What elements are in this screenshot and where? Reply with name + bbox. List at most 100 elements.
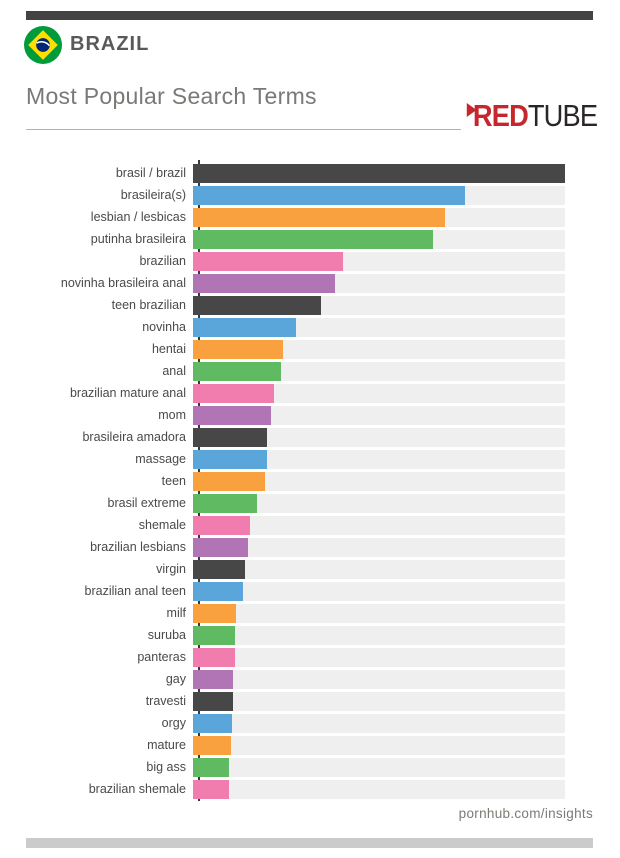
bar-label: brazilian shemale — [88, 782, 186, 796]
bar — [193, 669, 234, 689]
bar-track — [193, 427, 565, 447]
chart-row: brasileira amadora — [26, 426, 594, 448]
bar-track — [193, 625, 565, 645]
bar — [193, 581, 244, 601]
bar-track — [193, 537, 565, 557]
bar-track — [193, 471, 565, 491]
bar-label: milf — [166, 606, 186, 620]
chart-row: brasileira(s) — [26, 184, 594, 206]
bar-track — [193, 273, 565, 293]
bar-label: suruba — [147, 628, 186, 642]
bar-track — [193, 515, 565, 535]
chart-row: putinha brasileira — [26, 228, 594, 250]
bar-label: brazilian mature anal — [69, 386, 186, 400]
bar — [193, 449, 267, 469]
bar — [193, 779, 230, 799]
bar-label: putinha brasileira — [90, 232, 186, 246]
chart-row: novinha brasileira anal — [26, 272, 594, 294]
divider-line — [26, 129, 461, 130]
bar-track — [193, 581, 565, 601]
bar-label: hentai — [151, 342, 186, 356]
chart-row: anal — [26, 360, 594, 382]
bar — [193, 405, 272, 425]
bar — [193, 251, 343, 271]
logo-red-text: RED — [472, 98, 529, 133]
bar-track — [193, 317, 565, 337]
bar-label: brazilian anal teen — [84, 584, 186, 598]
bar — [193, 427, 267, 447]
chart-row: gay — [26, 668, 594, 690]
bar-track — [193, 757, 565, 777]
redtube-logo: RED TUBE — [466, 98, 598, 133]
bar-label: big ass — [146, 760, 186, 774]
bar-track — [193, 405, 565, 425]
bar-track — [193, 669, 565, 689]
bar-label: brasil / brazil — [115, 166, 186, 180]
chart-row: mature — [26, 734, 594, 756]
bar-track — [193, 779, 565, 799]
bar-chart: brasil / brazil brasileira(s) lesbian / le… — [26, 160, 594, 801]
bar-track — [193, 691, 565, 711]
chart-row: brazilian anal teen — [26, 580, 594, 602]
bar-track — [193, 713, 565, 733]
bar-label: anal — [162, 364, 186, 378]
chart-row: hentai — [26, 338, 594, 360]
bar-track — [193, 229, 565, 249]
bar-track — [193, 185, 565, 205]
footer-site-url: pornhub.com/insights — [458, 806, 593, 821]
chart-row: massage — [26, 448, 594, 470]
bar — [193, 295, 321, 315]
bar-track — [193, 493, 565, 513]
page-title: Most Popular Search Terms — [26, 83, 317, 109]
chart-row: mom — [26, 404, 594, 426]
bar — [193, 713, 232, 733]
bar-track — [193, 251, 565, 271]
bar — [193, 757, 230, 777]
bar-track — [193, 647, 565, 667]
chart-row: travesti — [26, 690, 594, 712]
bar-track — [193, 361, 565, 381]
bar-label: orgy — [161, 716, 186, 730]
bar-track — [193, 735, 565, 755]
bar-label: brazilian lesbians — [90, 540, 186, 554]
bar — [193, 625, 236, 645]
bar-track — [193, 295, 565, 315]
bottom-accent-bar — [26, 838, 593, 848]
chart-row: panteras — [26, 646, 594, 668]
bar — [193, 647, 236, 667]
chart-row: brazilian mature anal — [26, 382, 594, 404]
chart-row: brazilian shemale — [26, 778, 594, 800]
bar — [193, 317, 297, 337]
chart-row: orgy — [26, 712, 594, 734]
bar-label: teen — [161, 474, 186, 488]
bar — [193, 229, 433, 249]
top-accent-bar — [26, 11, 593, 20]
bar-label: shemale — [138, 518, 186, 532]
chart-row: brasil / brazil — [26, 162, 594, 184]
bar-track — [193, 449, 565, 469]
bar-label: brasileira(s) — [120, 188, 186, 202]
bar-label: teen brazilian — [111, 298, 186, 312]
chart-row: suruba — [26, 624, 594, 646]
bar — [193, 339, 283, 359]
chart-row: brazilian lesbians — [26, 536, 594, 558]
brazil-flag-icon — [24, 26, 62, 64]
bar — [193, 361, 281, 381]
bar-label: panteras — [137, 650, 186, 664]
chart-row: teen — [26, 470, 594, 492]
bar-track — [193, 339, 565, 359]
bar-track — [193, 207, 565, 227]
bar-track — [193, 559, 565, 579]
bar-label: lesbian / lesbicas — [90, 210, 186, 224]
bar — [193, 515, 251, 535]
bar-track — [193, 163, 565, 183]
bar-label: virgin — [156, 562, 186, 576]
bar — [193, 471, 265, 491]
logo-tube-text: TUBE — [527, 98, 598, 133]
bar — [193, 493, 257, 513]
chart-row: teen brazilian — [26, 294, 594, 316]
bar — [193, 559, 246, 579]
chart-row: virgin — [26, 558, 594, 580]
bar-chart-rows: brasil / brazil brasileira(s) lesbian / le… — [26, 162, 594, 800]
bar — [193, 163, 565, 183]
